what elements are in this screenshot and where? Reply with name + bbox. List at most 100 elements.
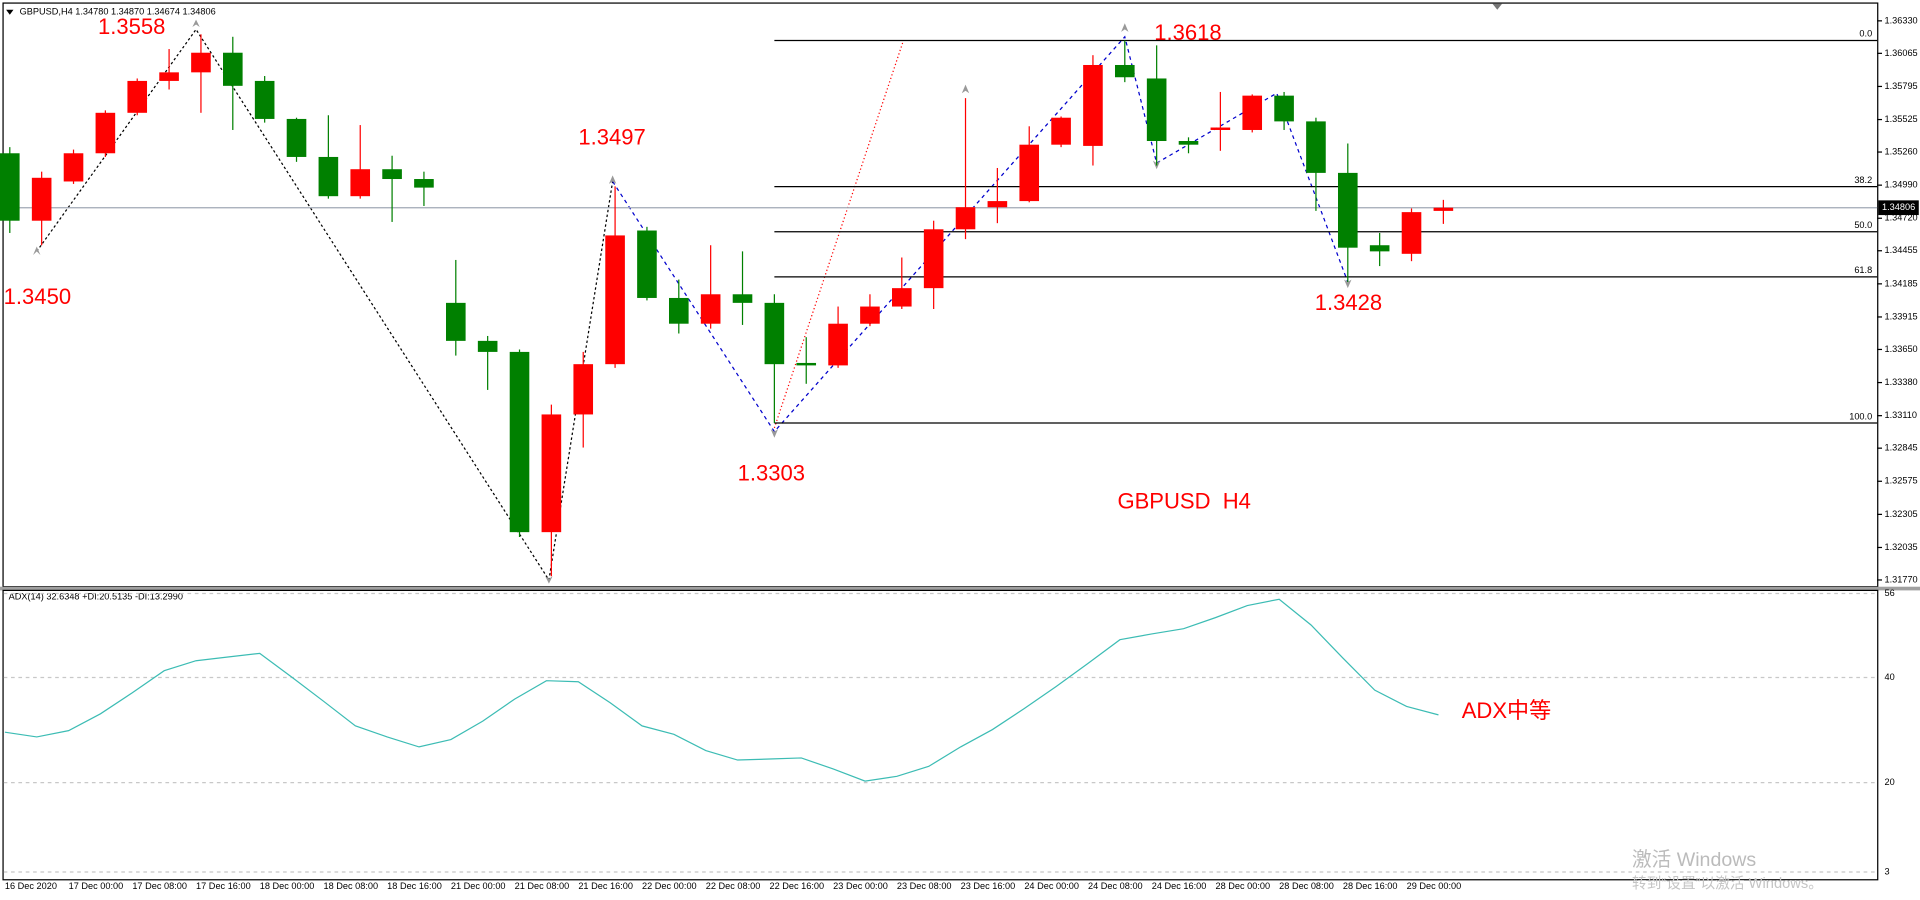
x-tick-label: 17 Dec 16:00: [196, 881, 251, 891]
y-tick-label: 1.33650: [1884, 344, 1917, 354]
watermark: 激活 Windows: [1632, 849, 1756, 871]
candle-body: [1210, 127, 1231, 130]
arrow: [545, 576, 553, 584]
candle-body: [63, 153, 84, 182]
y-tick-label: 1.36065: [1884, 48, 1917, 58]
candle-body: [0, 153, 20, 221]
y2-tick-label: 56: [1884, 588, 1894, 598]
fib-label: 0.0: [1859, 29, 1872, 39]
candle-body: [668, 297, 689, 324]
indicator-panel-border: [2, 589, 1879, 881]
menu-arrow: [6, 9, 14, 15]
candle-body: [796, 362, 817, 366]
candle-body: [509, 351, 530, 533]
annotation: 1.3497: [578, 124, 645, 149]
arrow: [1121, 23, 1129, 32]
y2-tick-label: 20: [1884, 777, 1894, 787]
candle-body: [541, 414, 562, 533]
x-tick-label: 17 Dec 00:00: [69, 881, 124, 891]
x-tick-label: 18 Dec 08:00: [323, 881, 378, 891]
candle-body: [350, 169, 371, 197]
x-tick-label: 24 Dec 08:00: [1088, 881, 1143, 891]
fib-label: 61.8: [1854, 265, 1872, 275]
y-tick-label: 1.35260: [1884, 146, 1917, 156]
candle-body: [191, 52, 211, 73]
candle-body: [987, 201, 1008, 208]
y2-tick-label: 3: [1884, 866, 1889, 876]
x-tick-label: 24 Dec 16:00: [1152, 881, 1207, 891]
arrow: [33, 246, 41, 256]
candle-body: [923, 229, 944, 289]
candle-body: [1114, 64, 1135, 78]
candle-body: [95, 112, 116, 154]
arrow: [192, 19, 200, 27]
candle-body: [159, 72, 179, 81]
annotation: 1.3428: [1315, 290, 1382, 315]
candle-body: [828, 323, 848, 366]
candle-body: [1401, 212, 1422, 254]
candle-body: [1019, 144, 1040, 202]
zigzag-arrows: [33, 19, 1352, 584]
arrow: [961, 84, 970, 94]
last-price-label: 1.34806: [1882, 202, 1915, 212]
y-tick-label: 1.34455: [1884, 245, 1917, 255]
x-tick-label: 21 Dec 16:00: [578, 881, 633, 891]
x-tick-label: 28 Dec 00:00: [1215, 881, 1270, 891]
fib-label: 38.2: [1854, 175, 1872, 185]
x-tick-label: 29 Dec 00:00: [1407, 881, 1462, 891]
annotation: 1.3303: [738, 460, 805, 485]
candle-body: [1146, 78, 1167, 142]
x-tick-label: 22 Dec 16:00: [769, 881, 824, 891]
indicator-header: ADX(14) 32.6348 +DI:20.5135 -DI:13.2990: [9, 592, 183, 602]
y-tick-label: 1.33110: [1884, 410, 1917, 420]
candle-body: [477, 340, 498, 352]
candle-body: [1274, 95, 1294, 122]
last-price-tag: [1878, 200, 1919, 216]
candle-body: [127, 80, 148, 113]
arrow: [770, 429, 779, 438]
candle-body: [955, 207, 976, 230]
x-tick-label: 21 Dec 08:00: [515, 881, 570, 891]
candle-body: [222, 52, 243, 86]
annotation: 1.3450: [4, 284, 71, 309]
y-tick-label: 1.32035: [1884, 542, 1917, 552]
panel-separator: [0, 586, 1920, 591]
candle-body: [445, 302, 466, 341]
y-tick-label: 1.36330: [1884, 15, 1917, 25]
x-tick-label: 28 Dec 16:00: [1343, 881, 1398, 891]
y-tick-label: 1.35525: [1884, 114, 1917, 124]
candle-body: [414, 179, 434, 188]
watermark: 转到“设置”以激活 Windows。: [1632, 875, 1823, 892]
annotation: 1.3618: [1154, 20, 1221, 45]
y-tick-label: 1.32845: [1884, 443, 1917, 453]
candle-body: [860, 306, 880, 324]
fib-trendline: [773, 41, 904, 429]
y-tick-label: 1.31770: [1884, 574, 1917, 584]
candle-body: [891, 288, 912, 307]
candle-body: [1306, 121, 1326, 173]
y2-tick-label: 40: [1884, 672, 1894, 682]
x-tick-label: 23 Dec 16:00: [961, 881, 1016, 891]
candle-body: [1337, 172, 1358, 248]
annotation: ADX中等: [1462, 698, 1551, 723]
y-tick-label: 1.32305: [1884, 509, 1917, 519]
x-tick-label: 16 Dec 2020: [5, 881, 57, 891]
fib-label: 50.0: [1854, 220, 1872, 230]
y-tick-label: 1.35795: [1884, 81, 1917, 91]
arrow: [608, 175, 617, 184]
candle-body: [1051, 117, 1071, 145]
x-tick-label: 22 Dec 00:00: [642, 881, 697, 891]
candle-body: [1433, 207, 1454, 211]
zigzag: [612, 35, 1349, 433]
annotation: GBPUSD H4: [1117, 489, 1250, 514]
candle-body: [700, 294, 721, 324]
y-tick-label: 1.33380: [1884, 377, 1917, 387]
candle-body: [605, 235, 625, 365]
y-tick-label: 1.32575: [1884, 476, 1917, 486]
candle-body: [1083, 64, 1103, 146]
x-tick-label: 18 Dec 16:00: [387, 881, 442, 891]
x-tick-label: 23 Dec 08:00: [897, 881, 952, 891]
candle-body: [637, 230, 657, 298]
